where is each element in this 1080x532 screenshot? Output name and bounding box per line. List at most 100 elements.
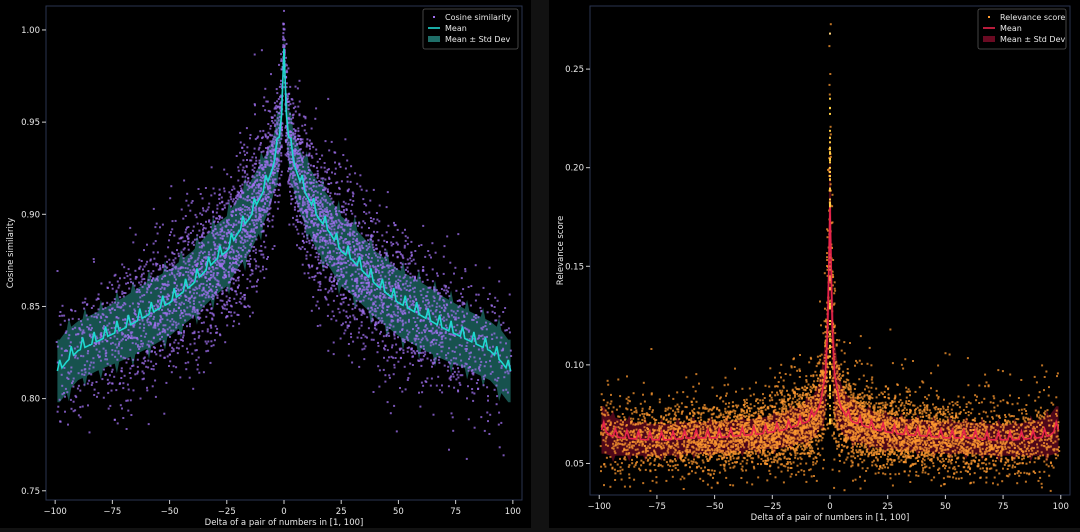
scatter-point — [327, 191, 329, 193]
scatter-point — [397, 284, 399, 286]
scatter-point — [172, 220, 174, 222]
scatter-point — [254, 258, 256, 260]
scatter-point — [181, 209, 183, 211]
scatter-point — [207, 232, 209, 234]
scatter-point — [127, 384, 129, 386]
scatter-point — [188, 279, 190, 281]
scatter-point — [301, 209, 303, 211]
scatter-point — [218, 198, 220, 200]
scatter-point — [139, 296, 141, 298]
scatter-point — [111, 354, 113, 356]
scatter-point — [648, 414, 650, 416]
scatter-point — [212, 285, 214, 287]
scatter-point — [356, 300, 358, 302]
scatter-point — [644, 445, 646, 447]
scatter-point — [433, 414, 435, 416]
scatter-point — [600, 432, 602, 434]
scatter-point — [401, 321, 403, 323]
scatter-point — [340, 338, 342, 340]
scatter-point — [390, 288, 392, 290]
scatter-point — [191, 202, 193, 204]
scatter-point — [246, 146, 248, 148]
scatter-point — [296, 201, 298, 203]
scatter-point — [208, 221, 210, 223]
scatter-point — [647, 424, 649, 426]
scatter-point — [168, 365, 170, 367]
scatter-point — [244, 172, 246, 174]
scatter-point — [397, 315, 399, 317]
scatter-point — [329, 280, 331, 282]
scatter-point — [310, 196, 312, 198]
scatter-point — [118, 287, 120, 289]
scatter-point — [477, 388, 479, 390]
scatter-point — [282, 123, 284, 125]
scatter-point — [361, 348, 363, 350]
scatter-point — [111, 301, 113, 303]
scatter-point — [384, 374, 386, 376]
scatter-point — [301, 164, 303, 166]
scatter-point — [146, 389, 148, 391]
scatter-point — [456, 324, 458, 326]
scatter-point — [202, 197, 204, 199]
scatter-point — [314, 238, 316, 240]
scatter-point — [386, 326, 388, 328]
scatter-point — [171, 371, 173, 373]
scatter-point — [271, 120, 273, 122]
scatter-point — [219, 256, 221, 258]
scatter-point — [269, 128, 271, 130]
scatter-point — [211, 266, 213, 268]
scatter-point — [253, 246, 255, 248]
scatter-point — [203, 227, 205, 229]
scatter-point — [424, 353, 426, 355]
scatter-point — [262, 177, 264, 179]
scatter-point — [306, 181, 308, 183]
scatter-point — [137, 291, 139, 293]
scatter-point — [314, 174, 316, 176]
scatter-point — [132, 303, 134, 305]
scatter-point — [352, 238, 354, 240]
scatter-point — [643, 461, 645, 463]
scatter-point — [346, 266, 348, 268]
scatter-point — [459, 344, 461, 346]
scatter-point — [179, 315, 181, 317]
scatter-point — [447, 366, 449, 368]
scatter-point — [392, 344, 394, 346]
scatter-point — [248, 185, 250, 187]
scatter-point — [605, 440, 607, 442]
scatter-point — [248, 260, 250, 262]
scatter-point — [503, 376, 505, 378]
scatter-point — [124, 277, 126, 279]
scatter-point — [645, 436, 647, 438]
scatter-point — [346, 209, 348, 211]
scatter-point — [322, 182, 324, 184]
scatter-point — [258, 266, 260, 268]
scatter-point — [213, 295, 215, 297]
scatter-point — [255, 160, 257, 162]
scatter-point — [409, 285, 411, 287]
scatter-point — [651, 411, 653, 413]
scatter-point — [237, 191, 239, 193]
scatter-point — [303, 196, 305, 198]
scatter-point — [102, 313, 104, 315]
scatter-point — [635, 407, 637, 409]
scatter-point — [337, 280, 339, 282]
scatter-point — [642, 431, 644, 433]
scatter-point — [88, 372, 90, 374]
scatter-point — [221, 312, 223, 314]
scatter-point — [171, 318, 173, 320]
scatter-point — [507, 370, 509, 372]
scatter-point — [430, 310, 432, 312]
scatter-point — [453, 387, 455, 389]
scatter-point — [124, 319, 126, 321]
scatter-point — [274, 115, 276, 117]
scatter-point — [277, 117, 279, 119]
scatter-point — [246, 174, 248, 176]
scatter-point — [91, 384, 93, 386]
scatter-point — [242, 176, 244, 178]
scatter-point — [502, 389, 504, 391]
scatter-point — [445, 337, 447, 339]
scatter-point — [200, 283, 202, 285]
scatter-point — [196, 288, 198, 290]
scatter-point — [445, 307, 447, 309]
scatter-point — [244, 198, 246, 200]
